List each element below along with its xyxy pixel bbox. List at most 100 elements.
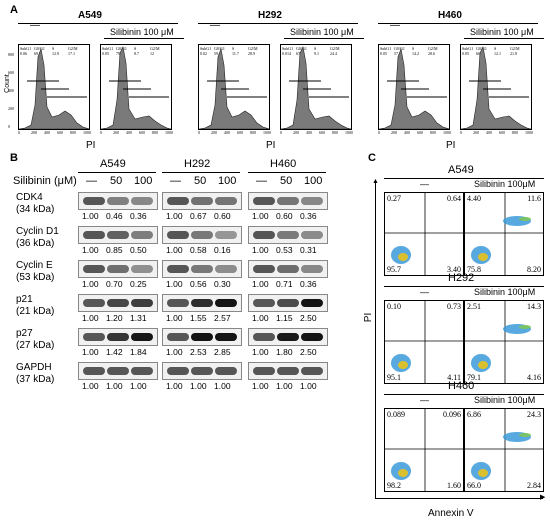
cell-population xyxy=(478,253,488,261)
apoptosis-cell-line-title: H460 xyxy=(448,380,475,392)
histogram-plot: SubG1 0.05 G0/G1 57.1 S 14.2 G2/M 28.6 xyxy=(378,44,450,130)
blot-quant-value: 0.36 xyxy=(300,211,317,221)
blot-quant-value: 1.00 xyxy=(166,347,183,357)
blot-quant-value: 1.00 xyxy=(82,347,99,357)
blot-quant-value: 1.00 xyxy=(82,279,99,289)
histogram-x-tick: 600 xyxy=(319,130,325,135)
quadrant-ll-value: 95.1 xyxy=(387,373,401,382)
blot-band xyxy=(301,197,323,205)
histogram-stat-value: 0.05 xyxy=(380,51,387,56)
blot-protein-name: p27 xyxy=(16,328,33,339)
blot-dose-label: 100 xyxy=(218,175,237,187)
quadrant-ll-value: 66.0 xyxy=(467,481,481,490)
cell-population xyxy=(398,253,408,261)
blot-band xyxy=(131,367,153,375)
quadrant-ll-value: 75.8 xyxy=(467,265,481,274)
panel-a-cell-line-title: H460 xyxy=(438,10,462,21)
blot-quant-value: 1.00 xyxy=(130,381,147,391)
cell-population xyxy=(478,361,488,369)
blot-quant-value: 0.60 xyxy=(276,211,293,221)
cell-population xyxy=(478,469,488,477)
blot-quant-value: 1.00 xyxy=(252,279,269,289)
blot-band-strip xyxy=(162,362,242,380)
apoptosis-control-dash: — xyxy=(420,395,429,405)
histogram-svg xyxy=(199,47,269,129)
apoptosis-treat-label: Silibinin 100μM xyxy=(474,179,536,189)
histogram-stat-value: 66 xyxy=(476,51,480,56)
histogram-stat-header: G0/G1 xyxy=(476,46,487,51)
blot-quant-value: 0.36 xyxy=(300,279,317,289)
blot-quant-value: 1.00 xyxy=(166,279,183,289)
panel-a-treat-label: Silibinin 100 μM xyxy=(290,27,354,37)
blot-band xyxy=(215,299,237,307)
blot-band xyxy=(167,231,189,239)
histogram-x-tick: 400 xyxy=(126,130,132,135)
blot-protein-kda: (36 kDa) xyxy=(16,238,55,249)
quadrant-lr-value: 3.40 xyxy=(447,265,461,274)
histogram-stat-value: 12.9 xyxy=(52,51,59,56)
apoptosis-treat-label: Silibinin 100μM xyxy=(474,395,536,405)
blot-protein-kda: (37 kDa) xyxy=(16,374,55,385)
panel-c-x-arrow: ▶ xyxy=(540,494,546,501)
blot-header-rule xyxy=(162,172,240,173)
blot-band xyxy=(301,265,323,273)
panel-a-header-rule xyxy=(198,23,358,24)
histogram-stat-header: G0/G1 xyxy=(214,46,225,51)
histogram-stat-value: 12.1 xyxy=(494,51,501,56)
blot-band xyxy=(83,231,105,239)
panel-a-header-rule xyxy=(18,23,178,24)
histogram-x-tick: 200 xyxy=(293,130,299,135)
scatter-plot: 0.089 0.096 98.2 1.60 xyxy=(384,408,464,492)
scatter-plot: 6.86 24.3 66.0 2.84 xyxy=(464,408,544,492)
blot-band xyxy=(253,231,275,239)
blot-quant-value: 0.60 xyxy=(214,211,231,221)
blot-band xyxy=(107,333,129,341)
blot-protein-name: CDK4 xyxy=(16,192,43,203)
histogram-x-tick: 1000 xyxy=(263,130,271,135)
blot-dose-label: 50 xyxy=(194,175,207,187)
blot-quant-value: 1.00 xyxy=(82,211,99,221)
histogram-area xyxy=(101,46,171,129)
histogram-stat-header: G2/M xyxy=(248,46,258,51)
histogram-stat-header: SubG1 xyxy=(102,46,114,51)
blot-protein-kda: (21 kDa) xyxy=(16,306,55,317)
histogram-y-tick: 0 xyxy=(8,124,10,129)
panel-a-x-label: PI xyxy=(266,140,276,151)
apoptosis-control-dash: — xyxy=(420,179,429,189)
histogram-x-tick: 1000 xyxy=(443,130,451,135)
blot-band xyxy=(167,333,189,341)
panel-b-label: B xyxy=(10,152,18,164)
quadrant-ul-value: 2.51 xyxy=(467,302,481,311)
histogram-stat-value: 0.014 xyxy=(282,51,291,56)
blot-band xyxy=(215,367,237,375)
panel-a-treat-rule xyxy=(464,38,544,39)
blot-band xyxy=(167,197,189,205)
blot-band xyxy=(215,265,237,273)
histogram-stat-header: SubG1 xyxy=(462,46,474,51)
scatter-svg xyxy=(385,193,463,275)
blot-band xyxy=(107,197,129,205)
blot-band xyxy=(167,265,189,273)
panel-a-treat-rule xyxy=(284,38,364,39)
histogram-plot: SubG1 0.014 G0/G1 67.2 S 9.1 G2/M 24.4 xyxy=(280,44,352,130)
blot-cell-line-title: H460 xyxy=(270,158,297,170)
blot-band xyxy=(277,197,299,205)
histogram-x-tick: 200 xyxy=(391,130,397,135)
histogram-stat-header: G2/M xyxy=(150,46,160,51)
histogram-svg xyxy=(19,47,89,129)
scatter-svg xyxy=(465,301,543,383)
blot-quant-value: 1.42 xyxy=(106,347,123,357)
blot-band xyxy=(215,333,237,341)
blot-band xyxy=(83,367,105,375)
histogram-x-tick: 0 xyxy=(18,130,20,135)
histogram-stat-value: 8.7 xyxy=(134,51,139,56)
blot-band-strip xyxy=(162,328,242,346)
blot-quant-value: 0.50 xyxy=(130,245,147,255)
blot-band xyxy=(107,265,129,273)
apoptosis-cell-line-title: A549 xyxy=(448,164,474,176)
quadrant-ul-value: 4.40 xyxy=(467,194,481,203)
histogram-x-tick: 800 xyxy=(512,130,518,135)
scatter-svg xyxy=(465,409,543,491)
histogram-x-tick: 200 xyxy=(473,130,479,135)
histogram-x-tick: 0 xyxy=(378,130,380,135)
